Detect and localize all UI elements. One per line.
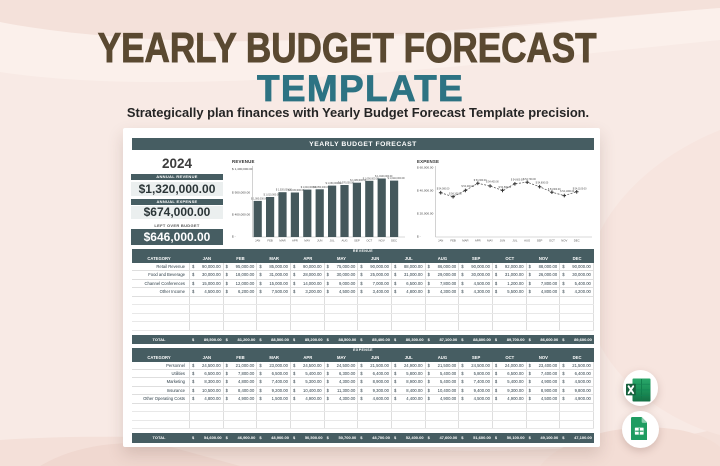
svg-text:$ 54,1000.00: $ 54,1000.00: [560, 190, 575, 193]
svg-text:$ 54,800.00: $ 54,800.00: [536, 181, 549, 184]
svg-text:MAY: MAY: [304, 239, 310, 243]
svg-text:JAN: JAN: [438, 239, 443, 243]
svg-text:$ 1,080,000.00: $ 1,080,000.00: [350, 179, 367, 182]
svg-text:$ 1,090,000.00: $ 1,090,000.00: [363, 177, 380, 180]
svg-text:EXPENSE: EXPENSE: [417, 159, 439, 164]
svg-text:$ 1,070,000.00: $ 1,070,000.00: [338, 182, 355, 185]
svg-text:$ 54,1100.00: $ 54,1100.00: [573, 188, 587, 191]
svg-text:$ 1,0100,000.00: $ 1,0100,000.00: [375, 175, 393, 178]
svg-text:$ 54,300.00: $ 54,300.00: [474, 179, 487, 182]
svg-text:$ 54,700.00: $ 54,700.00: [523, 178, 536, 181]
svg-text:FEB: FEB: [267, 239, 273, 243]
svg-text:FEB: FEB: [450, 239, 456, 243]
svg-text:OCT: OCT: [366, 239, 372, 243]
svg-text:JUL: JUL: [512, 239, 517, 243]
svg-text:JUN: JUN: [317, 239, 322, 243]
svg-text:$ 400,000.00: $ 400,000.00: [232, 212, 250, 216]
svg-text:$ 1,030,000.00: $ 1,030,000.00: [288, 189, 305, 192]
svg-text:OCT: OCT: [549, 239, 555, 243]
svg-text:JUL: JUL: [330, 239, 335, 243]
svg-text:$ 54,100.00: $ 54,100.00: [449, 192, 462, 195]
svg-text:$ 54,200.00: $ 54,200.00: [461, 185, 474, 188]
svg-text:REVENUE: REVENUE: [232, 159, 255, 164]
svg-text:$ 60,000.00: $ 60,000.00: [417, 165, 434, 169]
svg-text:$ 1,010,000.00: $ 1,010,000.00: [264, 194, 281, 197]
svg-text:$ 1,020,000.00: $ 1,020,000.00: [276, 189, 293, 192]
svg-text:DEC: DEC: [574, 239, 580, 243]
svg-text:DEC: DEC: [391, 239, 397, 243]
svg-text:$ -: $ -: [232, 234, 236, 238]
svg-text:SEP: SEP: [354, 239, 360, 243]
svg-text:NOV: NOV: [379, 239, 385, 243]
svg-text:AUG: AUG: [341, 239, 347, 243]
svg-text:$ 54,600.00: $ 54,600.00: [511, 178, 524, 181]
svg-text:$ 1,400,000.00: $ 1,400,000.00: [232, 167, 253, 171]
svg-text:NOV: NOV: [561, 239, 567, 243]
svg-text:APR: APR: [292, 239, 298, 243]
svg-text:MAY: MAY: [487, 239, 493, 243]
svg-text:MAR: MAR: [279, 239, 285, 243]
svg-text:AUG: AUG: [524, 239, 530, 243]
svg-text:SEP: SEP: [537, 239, 543, 243]
svg-text:$ -: $ -: [417, 234, 421, 238]
svg-text:$ 1,000,000.00: $ 1,000,000.00: [251, 197, 268, 200]
svg-text:APR: APR: [475, 239, 481, 243]
svg-text:JAN: JAN: [255, 239, 260, 243]
svg-text:MAR: MAR: [462, 239, 468, 243]
svg-text:$ 54,900.00: $ 54,900.00: [548, 188, 561, 191]
svg-text:$ 1,0110,000.00: $ 1,0110,000.00: [388, 177, 406, 180]
svg-text:$ 54,500.00: $ 54,500.00: [499, 186, 512, 189]
svg-text:$ 54,400.00: $ 54,400.00: [486, 181, 499, 184]
svg-text:$ 20,000.00: $ 20,000.00: [417, 211, 434, 215]
svg-text:$ 40,000.00: $ 40,000.00: [417, 188, 434, 192]
svg-text:$ 900,000.00: $ 900,000.00: [232, 191, 250, 195]
svg-text:$ 1,050,000.00: $ 1,050,000.00: [313, 186, 330, 189]
svg-text:$ 1,040,000.00: $ 1,040,000.00: [301, 186, 318, 189]
svg-text:$ 54,000.00: $ 54,000.00: [437, 187, 450, 190]
svg-text:JUN: JUN: [500, 239, 505, 243]
svg-text:$ 1,060,000.00: $ 1,060,000.00: [326, 182, 343, 185]
